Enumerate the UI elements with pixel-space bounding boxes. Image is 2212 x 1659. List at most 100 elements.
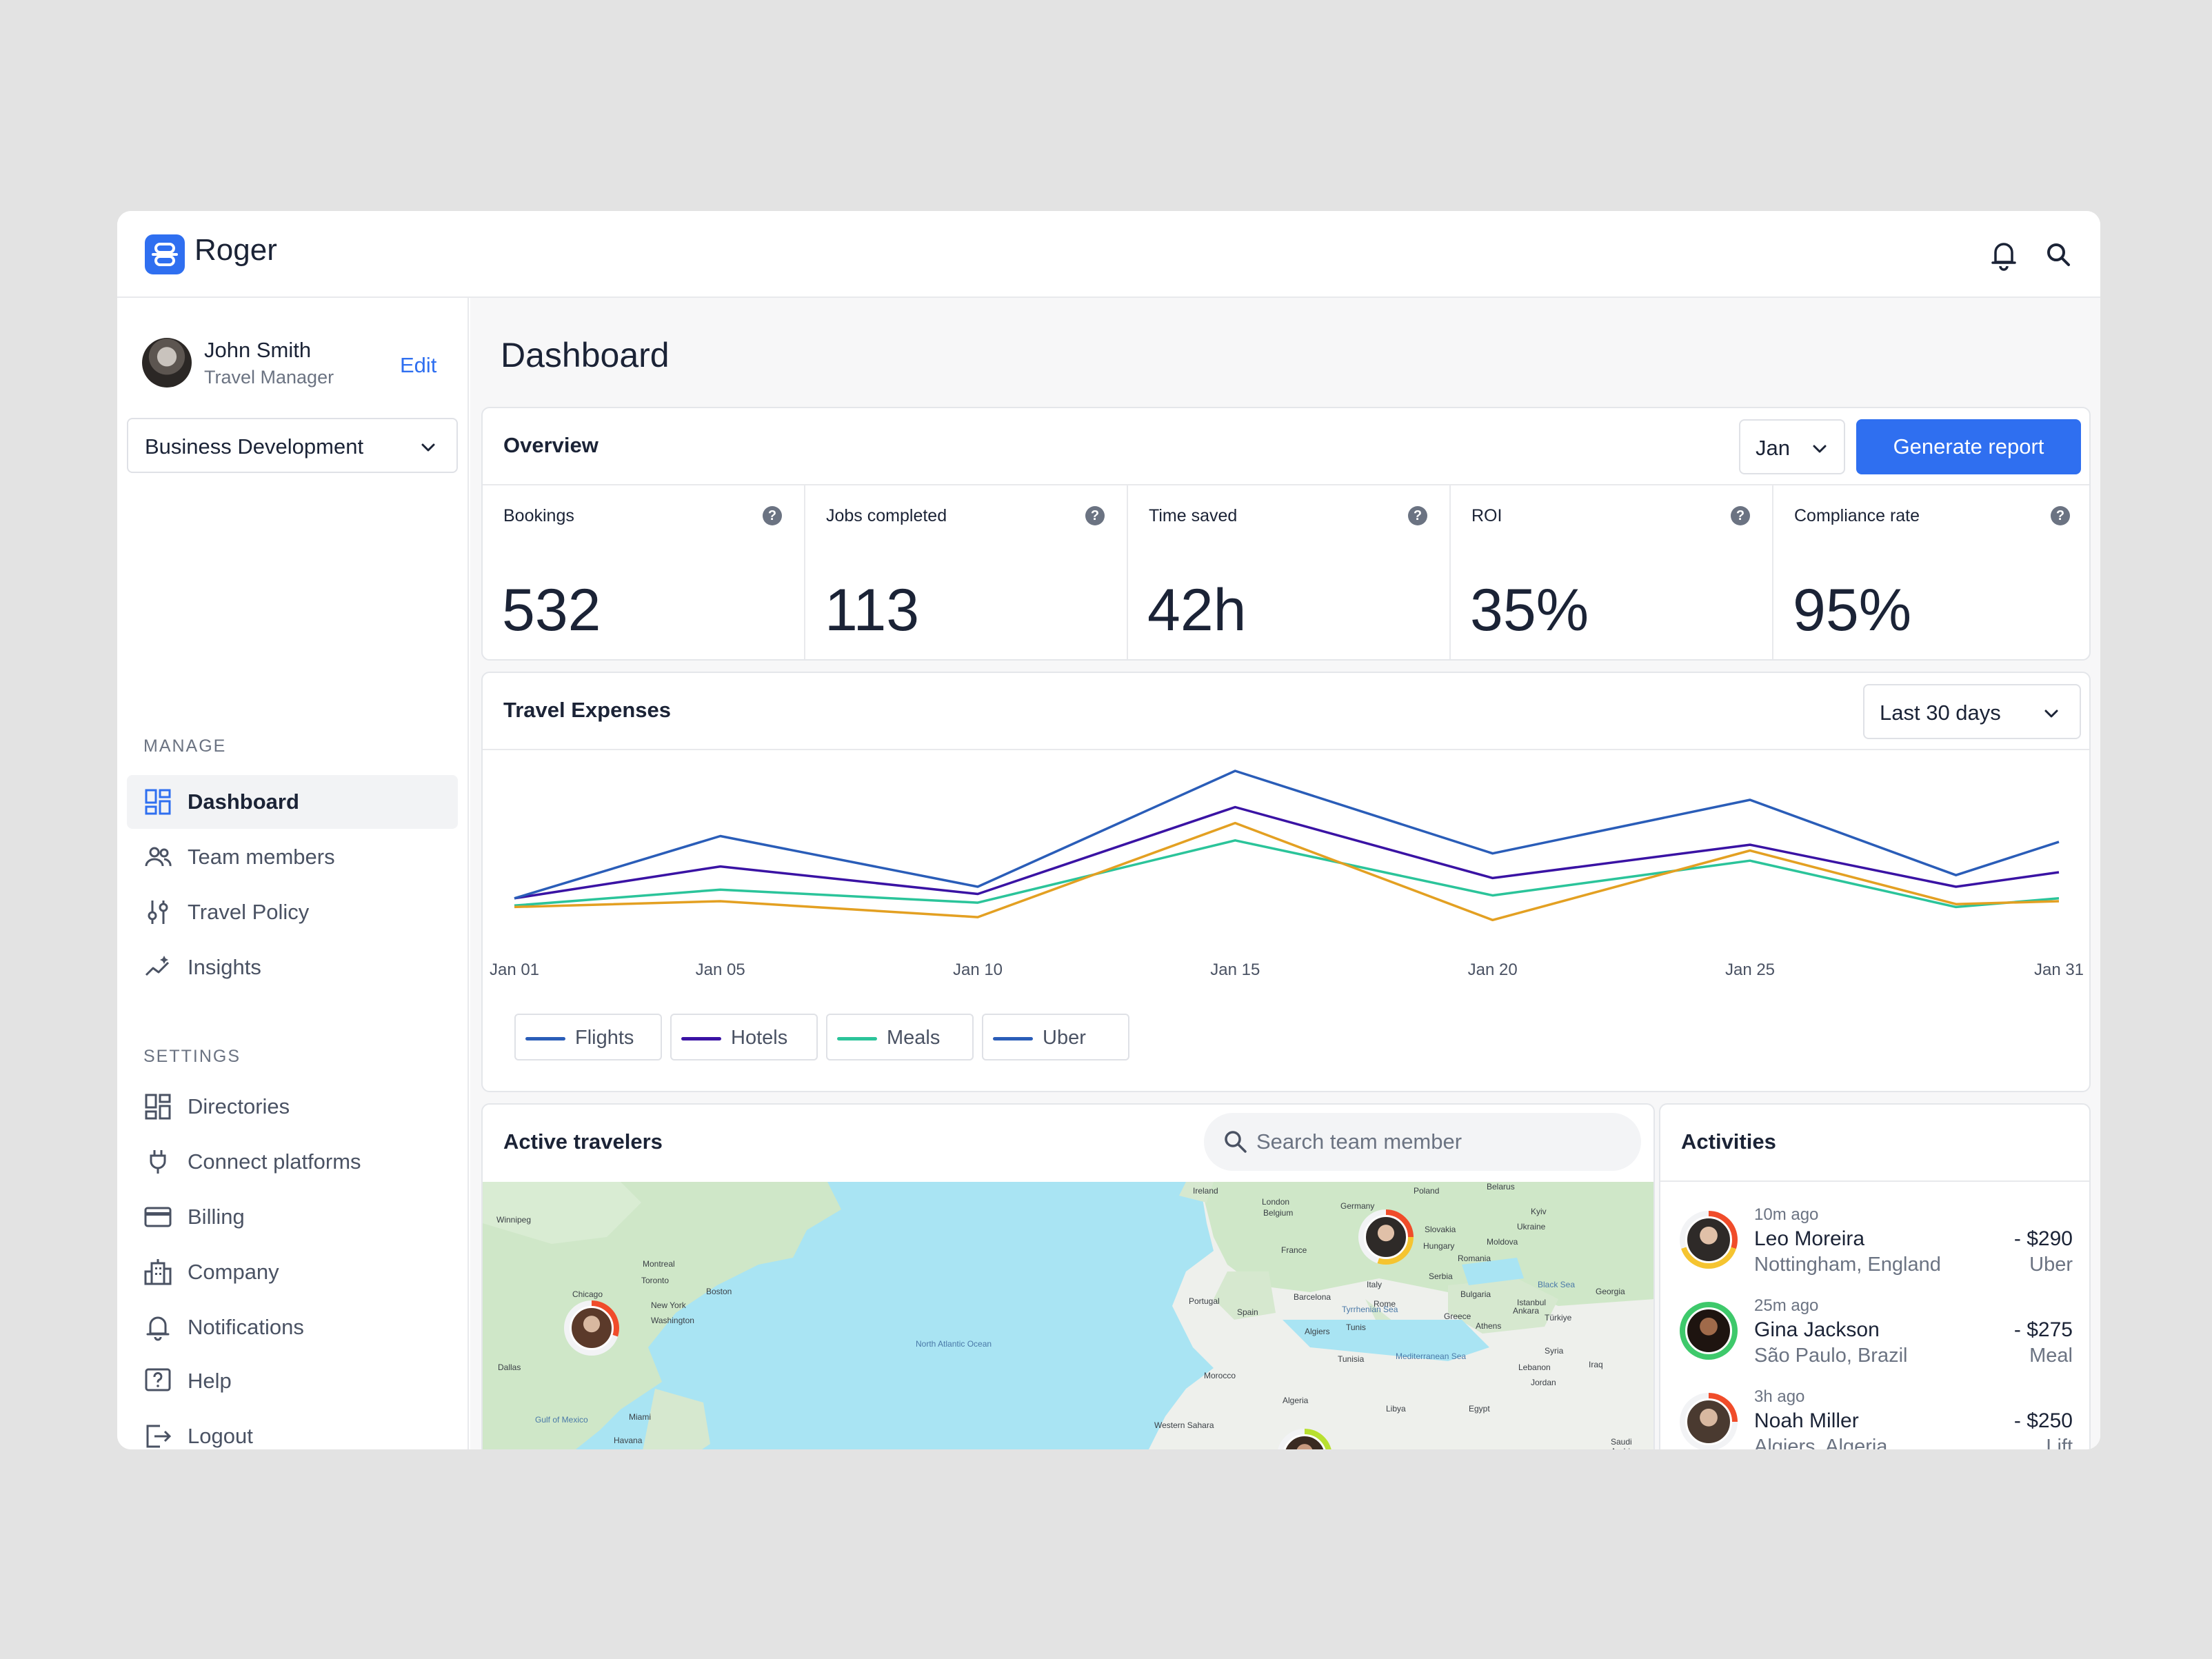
date-range-select[interactable]: Last 30 days xyxy=(1863,684,2081,739)
kpi-label: Compliance rate xyxy=(1794,506,1920,525)
plug-icon xyxy=(150,1150,166,1174)
avatar xyxy=(1283,1434,1327,1449)
sidebar-item-dashboard[interactable]: Dashboard xyxy=(127,775,458,829)
divider xyxy=(483,749,2089,750)
map-label: Romania xyxy=(1458,1254,1491,1263)
map-label: Ireland xyxy=(1193,1186,1218,1196)
department-select[interactable]: Business Development xyxy=(127,418,458,473)
edit-profile-link[interactable]: Edit xyxy=(400,353,437,377)
traveler-pin[interactable] xyxy=(1358,1209,1414,1265)
chevron-down-icon xyxy=(1813,445,1827,453)
avatar xyxy=(1680,1302,1738,1360)
x-tick-label: Jan 01 xyxy=(490,961,539,979)
activity-name: Noah Miller xyxy=(1754,1409,1859,1432)
map-label: Spain xyxy=(1237,1307,1258,1317)
legend-swatch xyxy=(993,1037,1033,1040)
kpi-label: Time saved xyxy=(1149,506,1238,525)
avatar xyxy=(1364,1215,1408,1259)
sidebar-item-directories[interactable]: Directories xyxy=(127,1080,458,1134)
sliders-icon xyxy=(148,901,168,924)
map-label: Tunis xyxy=(1346,1323,1366,1332)
avatar[interactable] xyxy=(142,338,192,388)
traveler-pin[interactable] xyxy=(1277,1429,1332,1449)
help-icon[interactable]: ? xyxy=(1085,506,1105,525)
activity-location: São Paulo, Brazil xyxy=(1754,1345,1908,1367)
map-label: Western Sahara xyxy=(1154,1420,1214,1430)
activity-item[interactable]: 10m ago Leo Moreira Nottingham, England … xyxy=(1660,1205,2089,1296)
sidebar-item-insights[interactable]: Insights xyxy=(127,941,458,994)
overview-card: Overview Jan Generate report Bookings ? … xyxy=(481,407,2091,661)
map-label: Portugal xyxy=(1189,1296,1220,1306)
building-icon xyxy=(144,1259,172,1285)
date-range-value: Last 30 days xyxy=(1880,701,2001,725)
grid-icon xyxy=(145,1094,171,1120)
traveler-pin[interactable] xyxy=(564,1300,619,1356)
x-tick-label: Jan 10 xyxy=(953,961,1003,979)
series-line-flights xyxy=(514,770,2060,900)
legend-label: Hotels xyxy=(731,1027,788,1049)
sidebar-item-label: Logout xyxy=(188,1424,253,1448)
month-select[interactable]: Jan xyxy=(1739,419,1845,474)
app-window: Roger John Smith Travel Manager Edit Bus… xyxy=(117,211,2100,1449)
sidebar-item-notifications[interactable]: Notifications xyxy=(127,1300,458,1354)
map-label: Ankara xyxy=(1513,1306,1540,1316)
legend-item-meals[interactable]: Meals xyxy=(826,1014,974,1060)
map-label: Syria xyxy=(1545,1346,1564,1356)
x-tick-label: Jan 31 xyxy=(2034,961,2084,979)
avatar-photo xyxy=(1685,1216,1732,1263)
activity-item[interactable]: 25m ago Gina Jackson São Paulo, Brazil -… xyxy=(1660,1296,2089,1387)
help-icon[interactable]: ? xyxy=(1731,506,1750,525)
sidebar-item-connect-platforms[interactable]: Connect platforms xyxy=(127,1135,458,1189)
map-label: North Atlantic Ocean xyxy=(916,1339,992,1349)
x-tick-label: Jan 25 xyxy=(1725,961,1775,979)
app-name: Roger xyxy=(194,233,277,267)
active-travelers-title: Active travelers xyxy=(503,1129,663,1154)
legend-swatch xyxy=(681,1037,721,1040)
map-label: Türkiye xyxy=(1545,1313,1572,1323)
profile-role: Travel Manager xyxy=(204,367,334,388)
search-team-member[interactable] xyxy=(1204,1113,1641,1171)
search-icon[interactable] xyxy=(2041,237,2077,273)
sidebar-item-logout[interactable]: Logout xyxy=(127,1409,458,1449)
sidebar-item-team-members[interactable]: Team members xyxy=(127,830,458,884)
map-label: Algeria xyxy=(1283,1396,1309,1405)
map-label: Rome xyxy=(1374,1299,1396,1309)
kpi-value: 42h xyxy=(1147,577,1247,643)
activity-location: Nottingham, England xyxy=(1754,1254,1941,1276)
sidebar-item-travel-policy[interactable]: Travel Policy xyxy=(127,885,458,939)
sidebar-item-help[interactable]: Help xyxy=(127,1354,458,1408)
series-line-uber xyxy=(514,821,2060,922)
series-line-meals xyxy=(514,839,2060,909)
activity-time: 10m ago xyxy=(1754,1205,1819,1224)
map-label: Havana xyxy=(614,1436,643,1445)
map-label: Miami xyxy=(629,1412,651,1422)
manage-section-label: MANAGE xyxy=(143,736,227,756)
map-label: Germany xyxy=(1340,1201,1375,1211)
kpi-value: 35% xyxy=(1470,577,1589,643)
help-icon[interactable]: ? xyxy=(763,506,782,525)
legend-item-hotels[interactable]: Hotels xyxy=(670,1014,818,1060)
legend-item-uber[interactable]: Uber xyxy=(982,1014,1129,1060)
map-label: Belgium xyxy=(1263,1208,1294,1218)
activity-name: Leo Moreira xyxy=(1754,1227,1865,1250)
active-travelers-card: Active travelers xyxy=(481,1103,1655,1449)
kpi-label: ROI xyxy=(1471,506,1502,525)
activity-location: Algiers, Algeria xyxy=(1754,1436,1888,1449)
sidebar-item-billing[interactable]: Billing xyxy=(127,1190,458,1244)
sidebar-item-company[interactable]: Company xyxy=(127,1245,458,1299)
travelers-map[interactable]: Winnipeg Montreal Toronto Chicago New Yo… xyxy=(483,1182,1653,1449)
kpi-label: Bookings xyxy=(503,506,574,525)
sidebar: John Smith Travel Manager Edit Business … xyxy=(117,298,469,1449)
avatar xyxy=(1680,1211,1738,1269)
legend-item-flights[interactable]: Flights xyxy=(514,1014,662,1060)
search-input[interactable] xyxy=(1256,1123,1615,1161)
map-label: Winnipeg xyxy=(496,1215,532,1225)
help-icon[interactable]: ? xyxy=(2051,506,2070,525)
map-label: Black Sea xyxy=(1538,1280,1576,1289)
sidebar-item-label: Billing xyxy=(188,1205,245,1229)
top-bar: Roger xyxy=(117,211,2100,298)
bell-icon[interactable] xyxy=(1986,237,2022,273)
generate-report-button[interactable]: Generate report xyxy=(1856,419,2081,474)
help-icon[interactable]: ? xyxy=(1408,506,1427,525)
activity-item[interactable]: 3h ago Noah Miller Algiers, Algeria - $2… xyxy=(1660,1387,2089,1449)
